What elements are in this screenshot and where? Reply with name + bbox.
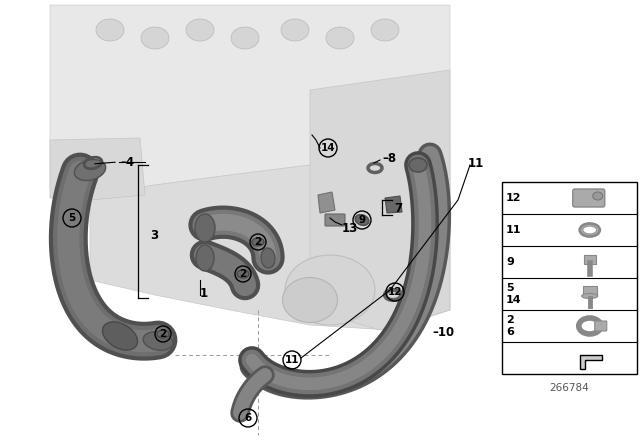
Ellipse shape <box>157 330 169 338</box>
FancyBboxPatch shape <box>584 255 596 264</box>
Ellipse shape <box>582 293 598 298</box>
Text: 12: 12 <box>506 193 522 203</box>
FancyBboxPatch shape <box>502 182 637 374</box>
Polygon shape <box>310 70 450 330</box>
FancyBboxPatch shape <box>583 286 596 295</box>
Ellipse shape <box>252 238 264 246</box>
Ellipse shape <box>281 19 309 41</box>
Text: 5: 5 <box>68 213 76 223</box>
FancyBboxPatch shape <box>573 189 605 207</box>
Text: 2: 2 <box>254 237 262 247</box>
Text: 2
6: 2 6 <box>506 315 514 337</box>
Ellipse shape <box>355 215 369 225</box>
Ellipse shape <box>326 27 354 49</box>
Ellipse shape <box>96 19 124 41</box>
Ellipse shape <box>231 27 259 49</box>
Text: 1: 1 <box>200 287 208 300</box>
Polygon shape <box>385 196 402 213</box>
Text: 2: 2 <box>159 329 166 339</box>
Ellipse shape <box>285 255 375 325</box>
Text: 12: 12 <box>388 287 403 297</box>
FancyBboxPatch shape <box>595 321 607 331</box>
Text: 9: 9 <box>506 257 514 267</box>
Polygon shape <box>580 355 602 369</box>
Ellipse shape <box>186 19 214 41</box>
Text: 11: 11 <box>285 355 300 365</box>
Ellipse shape <box>74 159 106 181</box>
Ellipse shape <box>237 270 249 278</box>
Ellipse shape <box>282 277 337 323</box>
Ellipse shape <box>593 192 603 200</box>
Text: 3: 3 <box>150 228 158 241</box>
Text: –4: –4 <box>120 155 134 168</box>
Text: 266784: 266784 <box>550 383 589 393</box>
Text: 7: 7 <box>394 202 402 215</box>
Text: 6: 6 <box>244 413 252 423</box>
Polygon shape <box>50 5 450 195</box>
Text: 11: 11 <box>506 225 522 235</box>
Text: –10: –10 <box>432 326 454 339</box>
Ellipse shape <box>195 214 215 242</box>
Text: –8: –8 <box>382 151 396 164</box>
FancyBboxPatch shape <box>325 214 345 226</box>
Text: 2: 2 <box>239 269 246 279</box>
Ellipse shape <box>141 27 169 49</box>
Ellipse shape <box>371 19 399 41</box>
Polygon shape <box>90 150 450 330</box>
Ellipse shape <box>583 226 596 234</box>
Ellipse shape <box>261 248 275 268</box>
Text: 9: 9 <box>358 215 365 225</box>
Text: 11: 11 <box>468 156 484 169</box>
Text: 13: 13 <box>342 221 358 234</box>
Ellipse shape <box>196 245 214 271</box>
Ellipse shape <box>580 224 600 237</box>
Text: 14: 14 <box>321 143 335 153</box>
Text: 5
14: 5 14 <box>506 283 522 305</box>
Polygon shape <box>318 192 335 213</box>
Polygon shape <box>50 138 145 200</box>
Ellipse shape <box>143 332 173 350</box>
Ellipse shape <box>409 158 427 172</box>
Ellipse shape <box>102 322 138 350</box>
